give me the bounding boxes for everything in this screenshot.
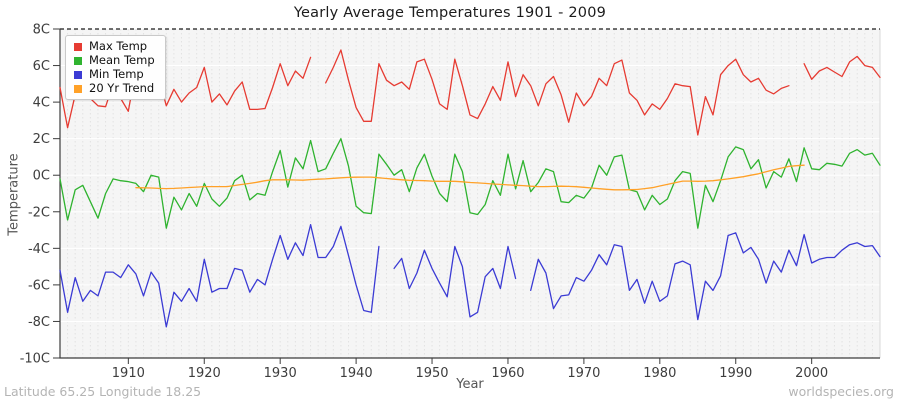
x-tick-label: 2000 (795, 366, 828, 381)
x-tick-label: 1990 (719, 366, 752, 381)
y-tick-label: 6C (33, 59, 50, 74)
legend-item-20yr-trend: 20 Yr Trend (74, 82, 155, 95)
chart-title: Yearly Average Temperatures 1901 - 2009 (293, 5, 607, 21)
y-tick-label: 8C (33, 23, 50, 38)
trend-swatch-icon (74, 84, 82, 93)
x-tick-label: 1970 (567, 366, 600, 381)
y-tick-label: -2C (28, 205, 50, 220)
x-axis-title: Year (456, 377, 484, 392)
x-tick-label: 1920 (188, 366, 221, 381)
legend-label: 20 Yr Trend (89, 81, 155, 95)
y-tick-label: 0C (33, 169, 50, 184)
x-tick-label: 1980 (643, 366, 676, 381)
series-line-min-temp (59, 223, 881, 328)
legend-item-max-temp: Max Temp (74, 40, 155, 53)
legend-item-mean-temp: Mean Temp (74, 54, 155, 67)
legend-label: Min Temp (89, 67, 144, 81)
legend-label: Mean Temp (89, 53, 155, 67)
mean-temp-swatch-icon (74, 56, 82, 65)
coordinates-caption: Latitude 65.25 Longitude 18.25 (4, 384, 202, 399)
min-temp-swatch-icon (74, 70, 82, 79)
y-tick-label: -8C (28, 315, 50, 330)
legend: Max Temp Mean Temp Min Temp 20 Yr Trend (65, 35, 166, 100)
y-tick-label: -10C (20, 352, 50, 367)
x-tick-label: 1940 (340, 366, 373, 381)
max-temp-swatch-icon (74, 42, 82, 51)
watermark: worldspecies.org (788, 384, 894, 399)
x-tick-label: 1930 (264, 366, 297, 381)
x-tick-label: 1950 (415, 366, 448, 381)
series-line-mean-temp (59, 138, 881, 229)
x-tick-label: 1960 (491, 366, 524, 381)
legend-item-min-temp: Min Temp (74, 68, 155, 81)
y-tick-label: -4C (28, 242, 50, 257)
series-line-max-temp (59, 49, 881, 136)
y-tick-label: 2C (33, 132, 50, 147)
x-tick-label: 1910 (112, 366, 145, 381)
y-axis-title: Temperature (6, 153, 22, 236)
y-tick-label: -6C (28, 278, 50, 293)
series-line-20-yr-trend (135, 164, 805, 191)
legend-label: Max Temp (89, 39, 148, 53)
y-tick-label: 4C (33, 96, 50, 111)
